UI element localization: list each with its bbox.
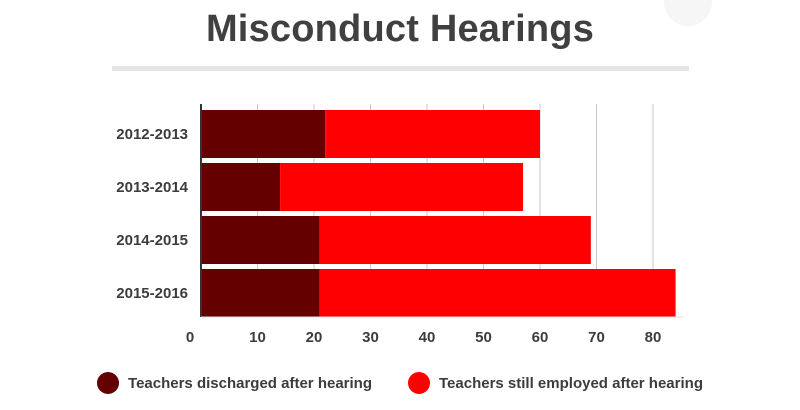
legend-item-discharged: Teachers discharged after hearing [97,372,372,394]
bar [201,110,326,158]
legend-swatch-employed [408,372,430,394]
x-tick-label: 70 [588,329,605,346]
title-underline [112,66,689,71]
x-tick-label: 80 [645,329,662,346]
chart-plot: 2012-2013 2013-2014 2014-2015 2015-2016 0 10 2… [116,104,684,346]
chart-title: Misconduct Hearings [205,8,595,50]
bar [201,163,281,211]
bar [325,110,540,158]
x-tick-label: 50 [475,329,492,346]
x-tick-label: 20 [306,329,323,346]
chart-legend: Teachers discharged after hearing Teache… [0,372,800,394]
y-tick-label: 2014-2015 [116,232,188,249]
x-tick-label: 40 [419,329,436,346]
bar [319,216,591,264]
x-tick-label: 30 [362,329,379,346]
x-tick-label: 10 [249,329,266,346]
legend-swatch-discharged [97,372,120,394]
y-tick-label: 2013-2014 [116,179,188,196]
bar [201,269,320,317]
legend-label-employed: Teachers still employed after hearing [439,374,703,392]
y-tick-label: 2012-2013 [116,126,188,143]
y-tick-label: 2015-2016 [116,285,188,302]
bar [201,216,320,264]
bar [280,163,524,211]
legend-label-discharged: Teachers discharged after hearing [128,374,372,392]
x-tick-label: 60 [532,329,549,346]
bar [319,269,676,317]
x-tick-label: 0 [186,329,194,346]
legend-item-employed: Teachers still employed after hearing [408,372,703,394]
